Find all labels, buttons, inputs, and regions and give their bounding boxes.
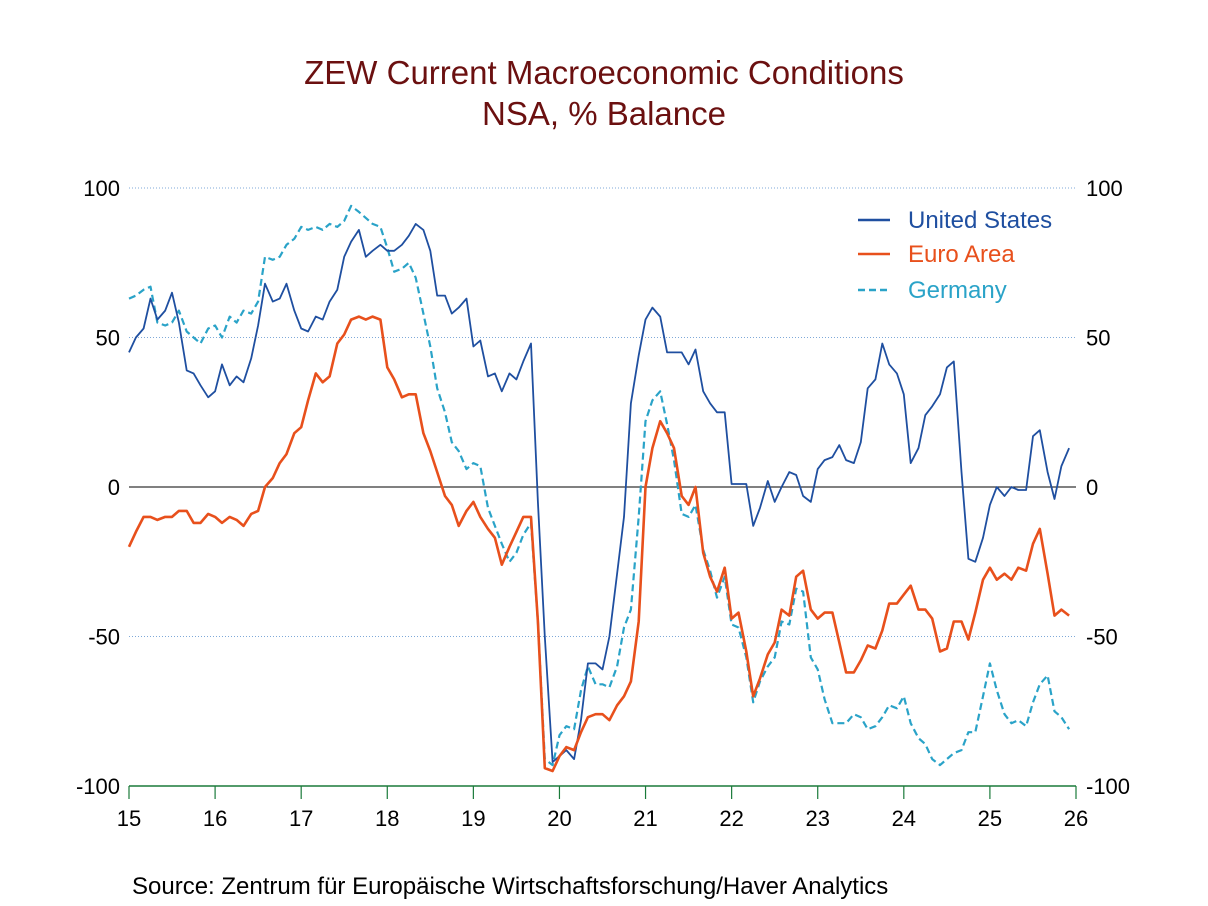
x-tick-labels: 15 16 17 18 19 20 21 22 23 24 25 26 <box>117 806 1088 831</box>
chart-subtitle: NSA, % Balance <box>482 95 726 132</box>
y-tick-label: 50 <box>1086 326 1110 351</box>
x-tick-label: 24 <box>892 806 916 831</box>
legend-label: Germany <box>908 277 1007 304</box>
y-tick-label: 0 <box>108 475 120 500</box>
x-tick-label: 22 <box>719 806 743 831</box>
x-tick-label: 17 <box>289 806 313 831</box>
chart-title: ZEW Current Macroeconomic Conditions <box>304 54 904 91</box>
x-tick-label: 16 <box>203 806 227 831</box>
legend-label: United States <box>908 207 1052 234</box>
source-note: Source: Zentrum für Europäische Wirtscha… <box>132 873 888 900</box>
y-tick-labels-left: 100 50 0 -50 -100 <box>76 176 120 799</box>
y-tick-label: -50 <box>1086 625 1118 650</box>
legend: United States Euro Area Germany <box>858 207 1052 304</box>
x-tick-label: 19 <box>461 806 485 831</box>
y-tick-label: -100 <box>76 774 120 799</box>
y-tick-label: -50 <box>88 625 120 650</box>
y-tick-label: 0 <box>1086 475 1098 500</box>
x-tick-label: 18 <box>375 806 399 831</box>
y-tick-label: 50 <box>96 326 120 351</box>
series-line-germany <box>128 204 1071 767</box>
x-tick-label: 21 <box>633 806 657 831</box>
series-line-euro-area <box>127 315 1070 773</box>
x-tick-label: 25 <box>978 806 1002 831</box>
y-tick-label: -100 <box>1086 774 1130 799</box>
y-tick-labels-right: 100 50 0 -50 -100 <box>1086 176 1130 799</box>
y-tick-label: 100 <box>83 176 120 201</box>
axes <box>128 486 1077 799</box>
x-tick-label: 15 <box>117 806 141 831</box>
x-tick-label: 26 <box>1064 806 1088 831</box>
legend-label: Euro Area <box>908 241 1015 268</box>
grid-lines <box>129 187 1076 637</box>
x-tick-label: 23 <box>805 806 829 831</box>
y-tick-label: 100 <box>1086 176 1123 201</box>
series-lines <box>127 204 1071 773</box>
series-line-united-states <box>128 223 1070 763</box>
x-tick-label: 20 <box>547 806 571 831</box>
